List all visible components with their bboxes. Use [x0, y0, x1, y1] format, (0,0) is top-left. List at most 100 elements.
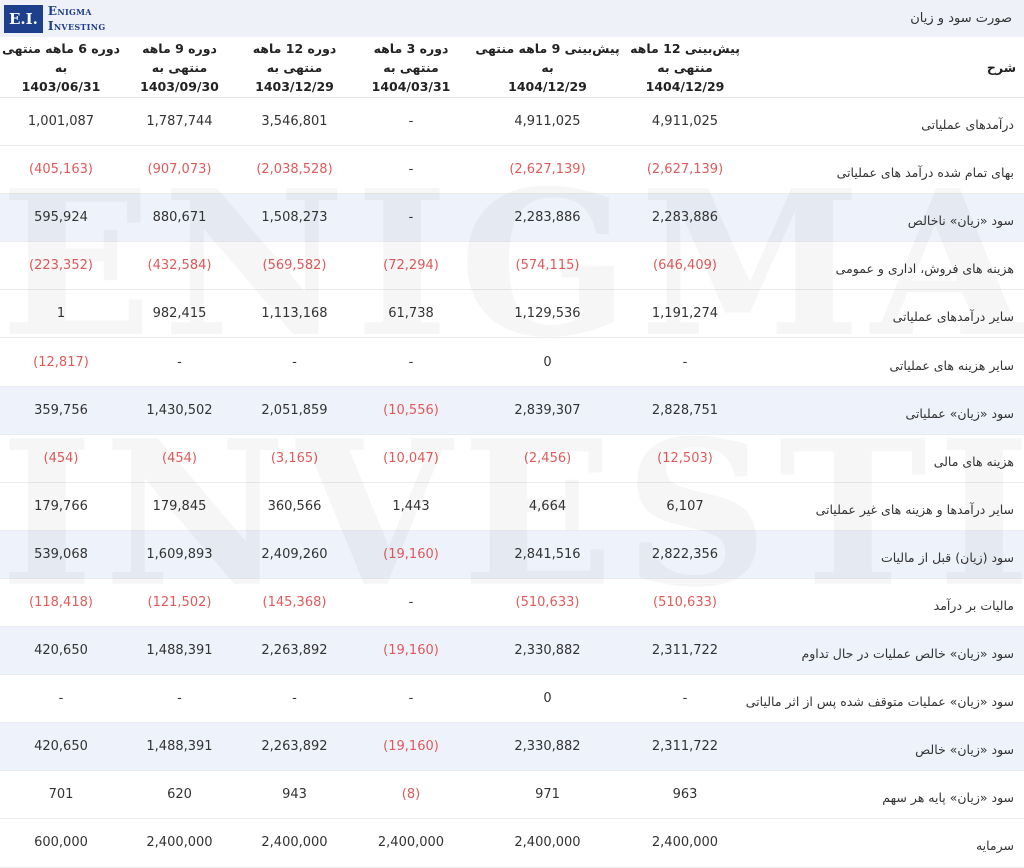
cell-value: 1,113,168 [237, 289, 352, 339]
column-header: دوره 6 ماهه منتهی به 1403/06/31 [0, 37, 122, 98]
cell-value: (405,163) [0, 145, 122, 195]
row-label: سود «زیان» عملیات متوقف شده پس از اثر ما… [745, 674, 1024, 724]
cell-value: - [352, 145, 470, 195]
cell-value: - [122, 674, 237, 724]
cell-value: 2,283,886 [625, 193, 745, 243]
cell-value: 1,488,391 [122, 722, 237, 772]
cell-value: 4,911,025 [625, 97, 745, 147]
cell-value: (454) [0, 434, 122, 483]
cell-value: - [0, 674, 122, 724]
column-title: پیش‌بینی 9 ماهه منتهی به [475, 40, 620, 75]
label-header: شرح [745, 37, 1024, 98]
page-title: صورت سود و زیان [910, 11, 1012, 26]
cell-value: (2,627,139) [470, 145, 625, 195]
cell-value: 2,283,886 [470, 193, 625, 243]
cell-value: 1,001,087 [0, 97, 122, 147]
cell-value: 0 [470, 337, 625, 387]
cell-value: 982,415 [122, 289, 237, 339]
cell-value: 600,000 [0, 818, 122, 868]
table-row: درآمدهای عملیاتی 4,911,025 4,911,025-3,546… [0, 97, 1024, 147]
row-label: سایر درآمدهای عملیاتی [745, 289, 1024, 339]
row-label: سود «زیان» خالص [745, 722, 1024, 772]
row-label: سود «زیان» خالص عملیات در حال تداوم [745, 626, 1024, 676]
top-bar: E.I. Enigma Investing صورت سود و زیان [0, 0, 1024, 37]
cell-value: 2,311,722 [625, 626, 745, 676]
table-row: سرمایه 2,400,000 2,400,000 2,400,000 2,400,0… [0, 818, 1024, 868]
cell-value: 971 [470, 770, 625, 820]
row-label: سود (زیان) قبل از مالیات [745, 530, 1024, 579]
cell-value: 943 [237, 770, 352, 820]
row-label: سود «زیان» پایه هر سهم [745, 770, 1024, 820]
cell-value: (907,073) [122, 145, 237, 195]
cell-value: 1,787,744 [122, 97, 237, 147]
row-label: هزینه های مالی [745, 434, 1024, 483]
column-header: پیش‌بینی 12 ماهه منتهی به 1404/12/29 [625, 37, 745, 98]
logo-mark: E.I. [4, 4, 43, 33]
cell-value: 595,924 [0, 193, 122, 243]
cell-value: - [237, 337, 352, 387]
cell-value: 420,650 [0, 626, 122, 676]
cell-value: - [352, 97, 470, 147]
cell-value: - [625, 674, 745, 724]
cell-value: (3,165) [237, 434, 352, 483]
cell-value: (574,115) [470, 241, 625, 291]
column-header: دوره 12 ماهه منتهی به 1403/12/29 [237, 37, 352, 98]
cell-value: (121,502) [122, 578, 237, 628]
column-date: 1404/12/29 [508, 78, 587, 94]
cell-value: 2,400,000 [237, 818, 352, 868]
cell-value: (19,160) [352, 626, 470, 676]
table-row: سود (زیان) قبل از مالیات 2,822,356 2,841,5… [0, 530, 1024, 579]
cell-value: 0 [470, 674, 625, 724]
row-label: سایر هزینه های عملیاتی [745, 337, 1024, 387]
cell-value: - [352, 337, 470, 387]
cell-value: 1,488,391 [122, 626, 237, 676]
row-label: بهای تمام شده درآمد های عملیاتی [745, 145, 1024, 195]
cell-value: - [237, 674, 352, 724]
cell-value: 4,664 [470, 482, 625, 531]
cell-value: - [352, 674, 470, 724]
column-title: دوره 3 ماهه منتهی به [373, 40, 449, 75]
cell-value: (145,368) [237, 578, 352, 628]
cell-value: 539,068 [0, 530, 122, 579]
cell-value: (72,294) [352, 241, 470, 291]
cell-value: 1,430,502 [122, 386, 237, 435]
cell-value: 179,845 [122, 482, 237, 531]
cell-value: 2,400,000 [470, 818, 625, 868]
cell-value: 2,400,000 [352, 818, 470, 868]
cell-value: 2,409,260 [237, 530, 352, 579]
cell-value: (10,047) [352, 434, 470, 483]
cell-value: 61,738 [352, 289, 470, 339]
table-row: هزینه های مالی (12,503) (2,456) (10,047) (3,… [0, 434, 1024, 483]
cell-value: (8) [352, 770, 470, 820]
cell-value: 1,443 [352, 482, 470, 531]
cell-value: (19,160) [352, 722, 470, 772]
column-title: پیش‌بینی 12 ماهه منتهی به [630, 40, 740, 75]
cell-value: - [122, 337, 237, 387]
cell-value: (2,456) [470, 434, 625, 483]
column-title: دوره 9 ماهه منتهی به [142, 40, 217, 75]
cell-value: 1,129,536 [470, 289, 625, 339]
cell-value: 2,263,892 [237, 722, 352, 772]
table-row: سایر درآمدهای عملیاتی 1,191,274 1,129,536 6… [0, 289, 1024, 339]
logo: E.I. Enigma Investing [4, 2, 105, 35]
cell-value: (510,633) [625, 578, 745, 628]
logo-words: Enigma Investing [48, 4, 106, 34]
cell-value: 6,107 [625, 482, 745, 531]
cell-value: 359,756 [0, 386, 122, 435]
cell-value: - [352, 193, 470, 243]
cell-value: (118,418) [0, 578, 122, 628]
column-title: دوره 6 ماهه منتهی به [1, 40, 121, 75]
cell-value: 1,191,274 [625, 289, 745, 339]
table-row: مالیات بر درآمد (510,633) (510,633) - (145,3… [0, 578, 1024, 628]
cell-value: 3,546,801 [237, 97, 352, 147]
cell-value: 1,508,273 [237, 193, 352, 243]
cell-value: 1,609,893 [122, 530, 237, 579]
cell-value: (10,556) [352, 386, 470, 435]
cell-value: (223,352) [0, 241, 122, 291]
table-row: سود «زیان» عملیاتی 2,828,751 2,839,307 (10,… [0, 386, 1024, 435]
column-date: 1404/03/31 [371, 78, 451, 94]
table-row: هزینه های فروش، اداری و عمومی (646,409) (5… [0, 241, 1024, 291]
table-row: سود «زیان» ناخالص 2,283,886 2,283,886-1,50… [0, 193, 1024, 243]
cell-value: 420,650 [0, 722, 122, 772]
